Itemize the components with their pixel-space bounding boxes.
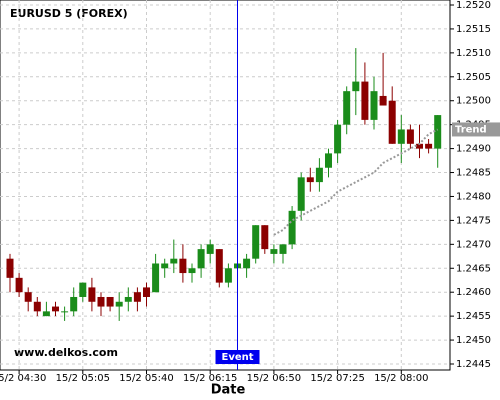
trend-label: Trend (455, 124, 487, 135)
candle-body (397, 129, 405, 144)
candle-body (133, 292, 141, 302)
candle-body (306, 177, 314, 183)
candle-body (170, 258, 178, 264)
y-tick-label: 1.2455 (456, 311, 491, 322)
candle-body (106, 296, 114, 307)
candle-body (388, 100, 396, 144)
x-tick-label: 15/2 06:15 (183, 373, 237, 384)
candle-body (79, 282, 87, 297)
x-tick-label: 15/2 06:50 (247, 373, 301, 384)
candle-body (115, 301, 123, 307)
candle-body (297, 177, 305, 211)
y-tick-label: 1.2520 (456, 0, 491, 11)
candle-body (197, 249, 205, 269)
y-tick-label: 1.2500 (456, 96, 491, 107)
x-axis-label: Date (211, 383, 246, 398)
candle-body (325, 153, 332, 168)
x-tick-label: 15/2 04:30 (0, 373, 46, 384)
candle-body (224, 268, 232, 283)
y-tick-label: 1.2450 (456, 335, 491, 346)
x-tick-label: 15/2 05:40 (119, 373, 173, 384)
candle-body (161, 263, 169, 269)
y-tick-label: 1.2515 (456, 24, 491, 35)
candle-body (261, 225, 269, 250)
event-label: Event (221, 352, 253, 363)
x-tick-label: 15/2 08:00 (374, 373, 428, 384)
trend-label-bg (452, 122, 500, 137)
candle-body (406, 129, 414, 144)
candle-body (270, 249, 278, 254)
candle-body (42, 311, 50, 317)
candle-body (88, 287, 96, 302)
candle-body (124, 296, 132, 302)
candle-body (15, 277, 23, 293)
candle-body (343, 91, 351, 125)
candle-body (61, 311, 69, 313)
candle-body (434, 115, 442, 149)
candle-body (97, 296, 105, 307)
candle-body (52, 306, 59, 312)
candle-body (379, 95, 387, 106)
candle-body (188, 268, 196, 274)
candle-body (279, 244, 287, 254)
event-label-bg (215, 350, 260, 364)
candle-body (243, 258, 251, 269)
y-tick-label: 1.2475 (456, 215, 491, 226)
candle-body (416, 143, 423, 149)
candle-body (352, 81, 360, 92)
y-tick-label: 1.2510 (456, 48, 491, 59)
candle-body (361, 81, 369, 120)
candle-body (179, 258, 187, 274)
candle-body (152, 263, 160, 293)
candle-body (315, 167, 323, 183)
watermark: www.delkos.com (14, 346, 118, 359)
candle-body (370, 91, 378, 120)
candle-body (206, 244, 214, 254)
candle-body (215, 249, 223, 283)
candle-body (143, 287, 150, 297)
y-tick-label: 1.2490 (456, 144, 491, 155)
candle-body (288, 210, 296, 245)
candle-body (24, 292, 32, 302)
chart-title: EURUSD 5 (FOREX) (10, 7, 128, 20)
candle-body (33, 301, 41, 312)
candle-body (6, 258, 14, 278)
candle-body (334, 124, 342, 154)
x-tick-label: 15/2 05:05 (56, 373, 110, 384)
candle-body (70, 296, 78, 312)
y-tick-label: 1.2465 (456, 263, 491, 274)
candle-body (425, 143, 433, 149)
y-tick-label: 1.2485 (456, 168, 491, 179)
y-tick-label: 1.2470 (456, 239, 491, 250)
y-tick-label: 1.2505 (456, 72, 491, 83)
trend-line (273, 128, 439, 236)
y-tick-label: 1.2445 (456, 359, 491, 370)
candle-body (252, 225, 260, 259)
plot-frame (0, 0, 451, 371)
y-tick-label: 1.2460 (456, 287, 491, 298)
x-tick-label: 15/2 07:25 (310, 373, 364, 384)
y-tick-label: 1.2480 (456, 191, 491, 202)
